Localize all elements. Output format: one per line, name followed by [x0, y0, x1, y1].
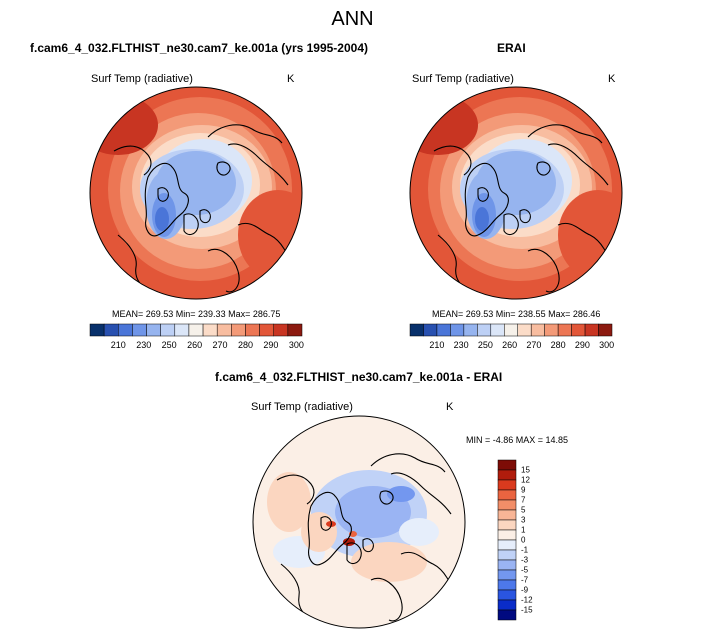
colorbar-tick-label: -15 [521, 605, 533, 615]
colorbar-tick-label: 260 [502, 340, 518, 350]
colorbar-tick-label: 260 [187, 340, 203, 350]
colorbar-tick-label: 290 [574, 340, 590, 350]
colorbar-tick-label: 280 [237, 340, 253, 350]
panel-2-colorbar [409, 323, 613, 337]
page-title: ANN [331, 8, 374, 30]
panel-3-stats: MIN = -4.86 MAX = 14.85 [466, 435, 569, 445]
colorbar-tick-label: 270 [526, 340, 542, 350]
colorbar-tick-label: -3 [521, 555, 529, 565]
panel-1-stats: MEAN= 269.53 Min= 239.33 Max= 286.75 [112, 309, 281, 319]
panel-2-stats: MEAN= 269.53 Min= 238.55 Max= 286.46 [432, 309, 601, 319]
panel-1-units-label: K [287, 73, 295, 85]
colorbar-tick-label: 230 [136, 340, 152, 350]
colorbar-tick-label: 1 [521, 525, 526, 535]
colorbar-tick-label: 230 [453, 340, 469, 350]
colorbar-tick-label: 3 [521, 515, 526, 525]
colorbar-tick-label: 210 [110, 340, 126, 350]
panel-3-variable-label: Surf Temp (radiative) [251, 401, 353, 413]
panel-2-polar-map [409, 86, 623, 300]
colorbar-tick-label: -9 [521, 585, 529, 595]
colorbar-tick-label: 12 [521, 475, 530, 485]
colorbar-tick-label: 300 [599, 340, 615, 350]
panel-2-colorbar-ticks: 210 230 250 260 270 280 290 300 [410, 340, 615, 352]
panel-1-polar-map [89, 86, 303, 300]
colorbar-tick-label: 250 [477, 340, 493, 350]
colorbar-tick-label: 300 [288, 340, 304, 350]
colorbar-tick-label: -7 [521, 575, 529, 585]
colorbar-tick-label: 0 [521, 535, 526, 545]
colorbar-tick-label: 7 [521, 495, 526, 505]
colorbar-tick-label: -1 [521, 545, 529, 555]
colorbar-tick-label: 250 [161, 340, 177, 350]
panel-3-units-label: K [446, 401, 454, 413]
panel-3-title: f.cam6_4_032.FLTHIST_ne30.cam7_ke.001a -… [215, 370, 503, 384]
colorbar-tick-label: 5 [521, 505, 526, 515]
panel-2-variable-label: Surf Temp (radiative) [412, 73, 514, 85]
colorbar-tick-label: 290 [263, 340, 279, 350]
panel-1-variable-label: Surf Temp (radiative) [91, 73, 193, 85]
panel-3-colorbar [497, 459, 517, 621]
panel-2-units-label: K [608, 73, 616, 85]
panel-1-colorbar-ticks: 210 230 250 260 270 280 290 300 [90, 340, 304, 352]
colorbar-tick-label: 270 [212, 340, 228, 350]
panel-1-title: f.cam6_4_032.FLTHIST_ne30.cam7_ke.001a (… [30, 41, 368, 55]
colorbar-tick-label: 15 [521, 465, 530, 475]
colorbar-tick-label: 280 [550, 340, 566, 350]
colorbar-tick-label: 210 [429, 340, 445, 350]
colorbar-tick-label: 9 [521, 485, 526, 495]
panel-2-title: ERAI [497, 41, 526, 55]
colorbar-tick-label: -5 [521, 565, 529, 575]
panel-3-colorbar-ticks: 15 12 9 7 5 3 1 0 -1 -3 -5 -7 -9 -12 -15 [521, 460, 551, 620]
colorbar-tick-label: -12 [521, 595, 533, 605]
panel-1-colorbar [89, 323, 303, 337]
panel-3-polar-map [252, 415, 466, 629]
